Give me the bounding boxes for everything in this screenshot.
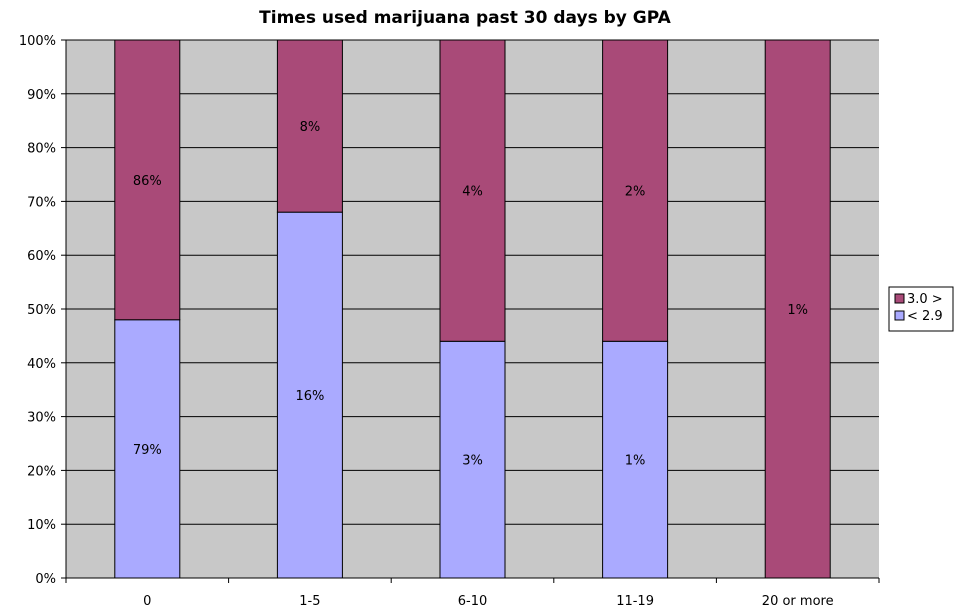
y-tick-label: 70% [27,195,56,210]
bar-segment-low [439,340,506,579]
bar-segment-high [602,39,669,342]
y-tick-label: 20% [27,464,56,479]
data-label: 8% [300,120,321,135]
x-tick-label: 6-10 [458,594,488,609]
y-tick-label: 100% [19,34,56,49]
bar-segment-high [114,39,181,321]
data-label: 1% [787,303,808,318]
bar-segment-high [439,39,506,342]
bar-segment-high [764,39,831,579]
legend-entry: < 2.9 [907,309,943,324]
y-tick-label: 30% [27,411,56,426]
plot-area: 0% 10% 20% 30% 40% 50% 60% 70% 80% 90% 100% 79% 86% 0… [19,34,880,609]
y-tick-label: 90% [27,88,56,103]
legend: 3.0 > < 2.9 [888,286,954,332]
data-label: 4% [462,185,483,200]
y-tick-label: 80% [27,142,56,157]
x-tick-label: 0 [143,594,151,609]
x-tick-label: 1-5 [299,594,320,609]
x-tick-label: 20 or more [762,594,834,609]
chart-title: Times used marijuana past 30 days by GPA [259,8,671,28]
y-tick-label: 0% [35,572,56,587]
data-label: 2% [625,185,646,200]
y-tick-label: 40% [27,357,56,372]
legend-entry: 3.0 > [907,292,943,307]
y-tick-label: 60% [27,249,56,264]
y-tick-label: 10% [27,518,56,533]
bar-segment-high [276,39,343,213]
y-tick-label: 50% [27,303,56,318]
bar-segment-low [602,340,669,579]
data-label: 16% [295,389,324,404]
data-label: 1% [625,454,646,469]
legend-swatch [894,310,905,321]
x-tick-label: 11-19 [616,594,654,609]
legend-swatch [894,293,905,304]
data-label: 79% [133,443,162,458]
data-label: 3% [462,454,483,469]
data-label: 86% [133,174,162,189]
